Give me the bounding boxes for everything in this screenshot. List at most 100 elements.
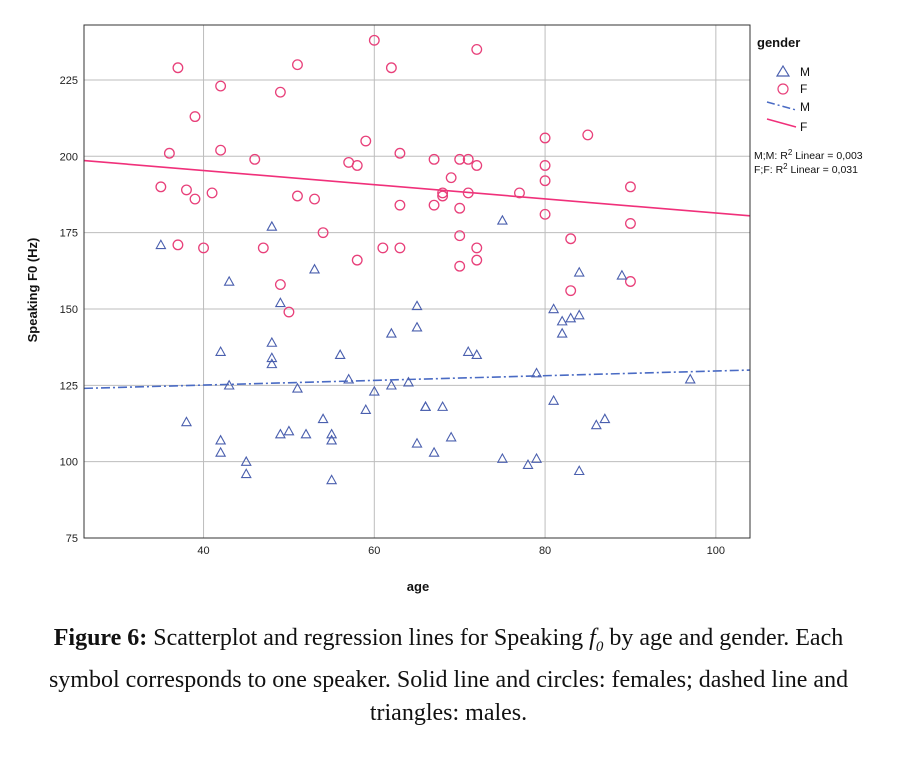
data-point-male (300, 428, 312, 439)
scatter-chart: 40 60 80 100 75 100 125 150 175 200 225 age Speaki… (25, 24, 863, 594)
figure-caption: Figure 6: Scatterplot and regression lin… (20, 622, 877, 730)
legend-label-f-line: F (800, 120, 807, 134)
data-point-female (539, 132, 551, 144)
x-tick-label: 40 (197, 545, 209, 557)
data-point-female (309, 193, 320, 205)
y-tick-label: 225 (60, 75, 78, 87)
legend-label-f-marker: F (800, 82, 807, 96)
data-point-male (223, 379, 235, 390)
legend-female-line (766, 118, 797, 128)
data-point-female (155, 181, 167, 193)
data-point-male (274, 428, 286, 439)
data-point-female (274, 279, 286, 291)
data-point-female (360, 135, 372, 147)
data-point-female (394, 242, 406, 254)
data-point-male (266, 336, 278, 347)
data-point-male (317, 413, 329, 424)
data-point-female (471, 160, 483, 171)
legend-label-m-line: M (800, 100, 810, 114)
caption-f-subscript: 0 (595, 638, 604, 655)
data-point-male (155, 239, 167, 250)
data-point-male (385, 379, 397, 390)
caption-text-after: by age and gender. Each symbol correspon… (48, 625, 849, 726)
data-point-female (454, 230, 466, 242)
caption-f-symbol: f (589, 625, 596, 651)
data-point-male (531, 452, 543, 463)
data-point-female (539, 160, 551, 171)
data-point-female (454, 153, 466, 165)
data-point-female (428, 199, 440, 211)
data-point-female (181, 184, 192, 196)
data-point-female (625, 218, 636, 229)
legend-label-m-marker: M (800, 65, 810, 79)
data-point-female (163, 147, 175, 159)
data-point-male (573, 266, 585, 277)
data-point-female (394, 199, 406, 211)
legend: gender M F M F M;M: R2 Linear = 0,003 F;… (754, 35, 863, 176)
y-tick-label: 175 (60, 228, 78, 240)
data-point-male (368, 385, 380, 396)
data-point-male (343, 373, 355, 384)
data-point-male (215, 434, 227, 445)
data-point-male (445, 431, 457, 442)
data-point-male (556, 315, 568, 326)
data-point-male (599, 413, 611, 424)
data-point-female (206, 187, 218, 199)
data-point-male (471, 349, 483, 360)
data-point-male (428, 446, 440, 457)
data-point-male (180, 416, 192, 427)
data-point-female (292, 59, 303, 71)
data-point-male (411, 321, 423, 332)
data-point-female (454, 260, 466, 272)
data-point-female (172, 62, 184, 74)
data-points (155, 34, 696, 485)
data-point-male (266, 220, 278, 231)
data-point-female (172, 239, 184, 251)
data-point-female (471, 254, 483, 266)
data-point-male (215, 345, 227, 356)
data-point-female (539, 175, 551, 187)
data-point-male (496, 452, 508, 463)
regression-line-f (83, 159, 751, 217)
data-point-male (309, 263, 321, 274)
data-point-male (240, 455, 252, 466)
data-point-male (590, 419, 602, 430)
data-point-male (266, 352, 278, 363)
y-tick-label: 125 (60, 380, 78, 392)
data-point-male (616, 269, 628, 280)
data-point-female (215, 80, 227, 92)
x-tick-label: 60 (368, 545, 380, 557)
data-point-male (684, 373, 696, 384)
data-point-male (385, 327, 397, 338)
data-point-female (454, 202, 466, 214)
y-tick-label: 75 (66, 533, 78, 545)
data-point-female (189, 193, 201, 205)
legend-circle-marker (777, 83, 789, 95)
data-point-male (437, 400, 449, 411)
caption-text-before: Scatterplot and regression lines for Spe… (147, 625, 590, 651)
data-point-female (317, 227, 329, 239)
axis-ticks: 40 60 80 100 75 100 125 150 175 200 225 (60, 75, 725, 557)
data-point-female (198, 242, 209, 254)
data-point-female (351, 160, 363, 171)
data-point-male (420, 400, 432, 411)
data-point-female (471, 242, 483, 254)
regression-lines (83, 159, 751, 390)
data-point-female (215, 144, 227, 156)
data-point-female (283, 306, 295, 318)
x-tick-label: 80 (539, 545, 551, 557)
data-point-male (326, 428, 338, 439)
data-point-male (573, 465, 585, 476)
data-point-male (223, 275, 235, 286)
data-point-male (326, 474, 338, 485)
data-point-female (428, 153, 440, 165)
data-point-female (462, 153, 474, 165)
data-point-male (548, 303, 560, 314)
data-point-male (283, 425, 295, 436)
legend-male-line (766, 101, 797, 111)
data-point-female (582, 129, 594, 141)
r2-female-annotation: F;F: R2 Linear = 0,031 (754, 162, 858, 176)
r2-male-annotation: M;M: R2 Linear = 0,003 (754, 148, 863, 162)
data-point-male (215, 446, 227, 457)
data-point-female (625, 181, 636, 193)
